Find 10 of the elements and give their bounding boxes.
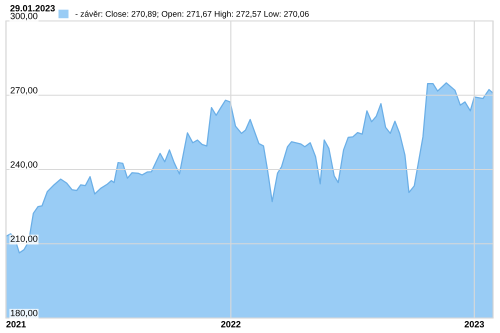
x-tick-label: 2022 [221,321,240,328]
y-tick-label: 270,00 [10,87,38,95]
y-tick-label: 210,00 [10,236,38,244]
x-tick-label: 2023 [464,321,484,328]
legend-label: - závěr: Close: 270,89; Open: 271,67 High: 272,57 Low: 270,06 [76,10,309,18]
y-tick-label: 300,00 [10,12,38,20]
y-tick-label: 240,00 [10,161,38,169]
y-tick-label: 180,00 [10,310,38,318]
x-tick-label: 2021 [6,321,26,328]
chart-title: 29.01.2023 [10,5,55,12]
